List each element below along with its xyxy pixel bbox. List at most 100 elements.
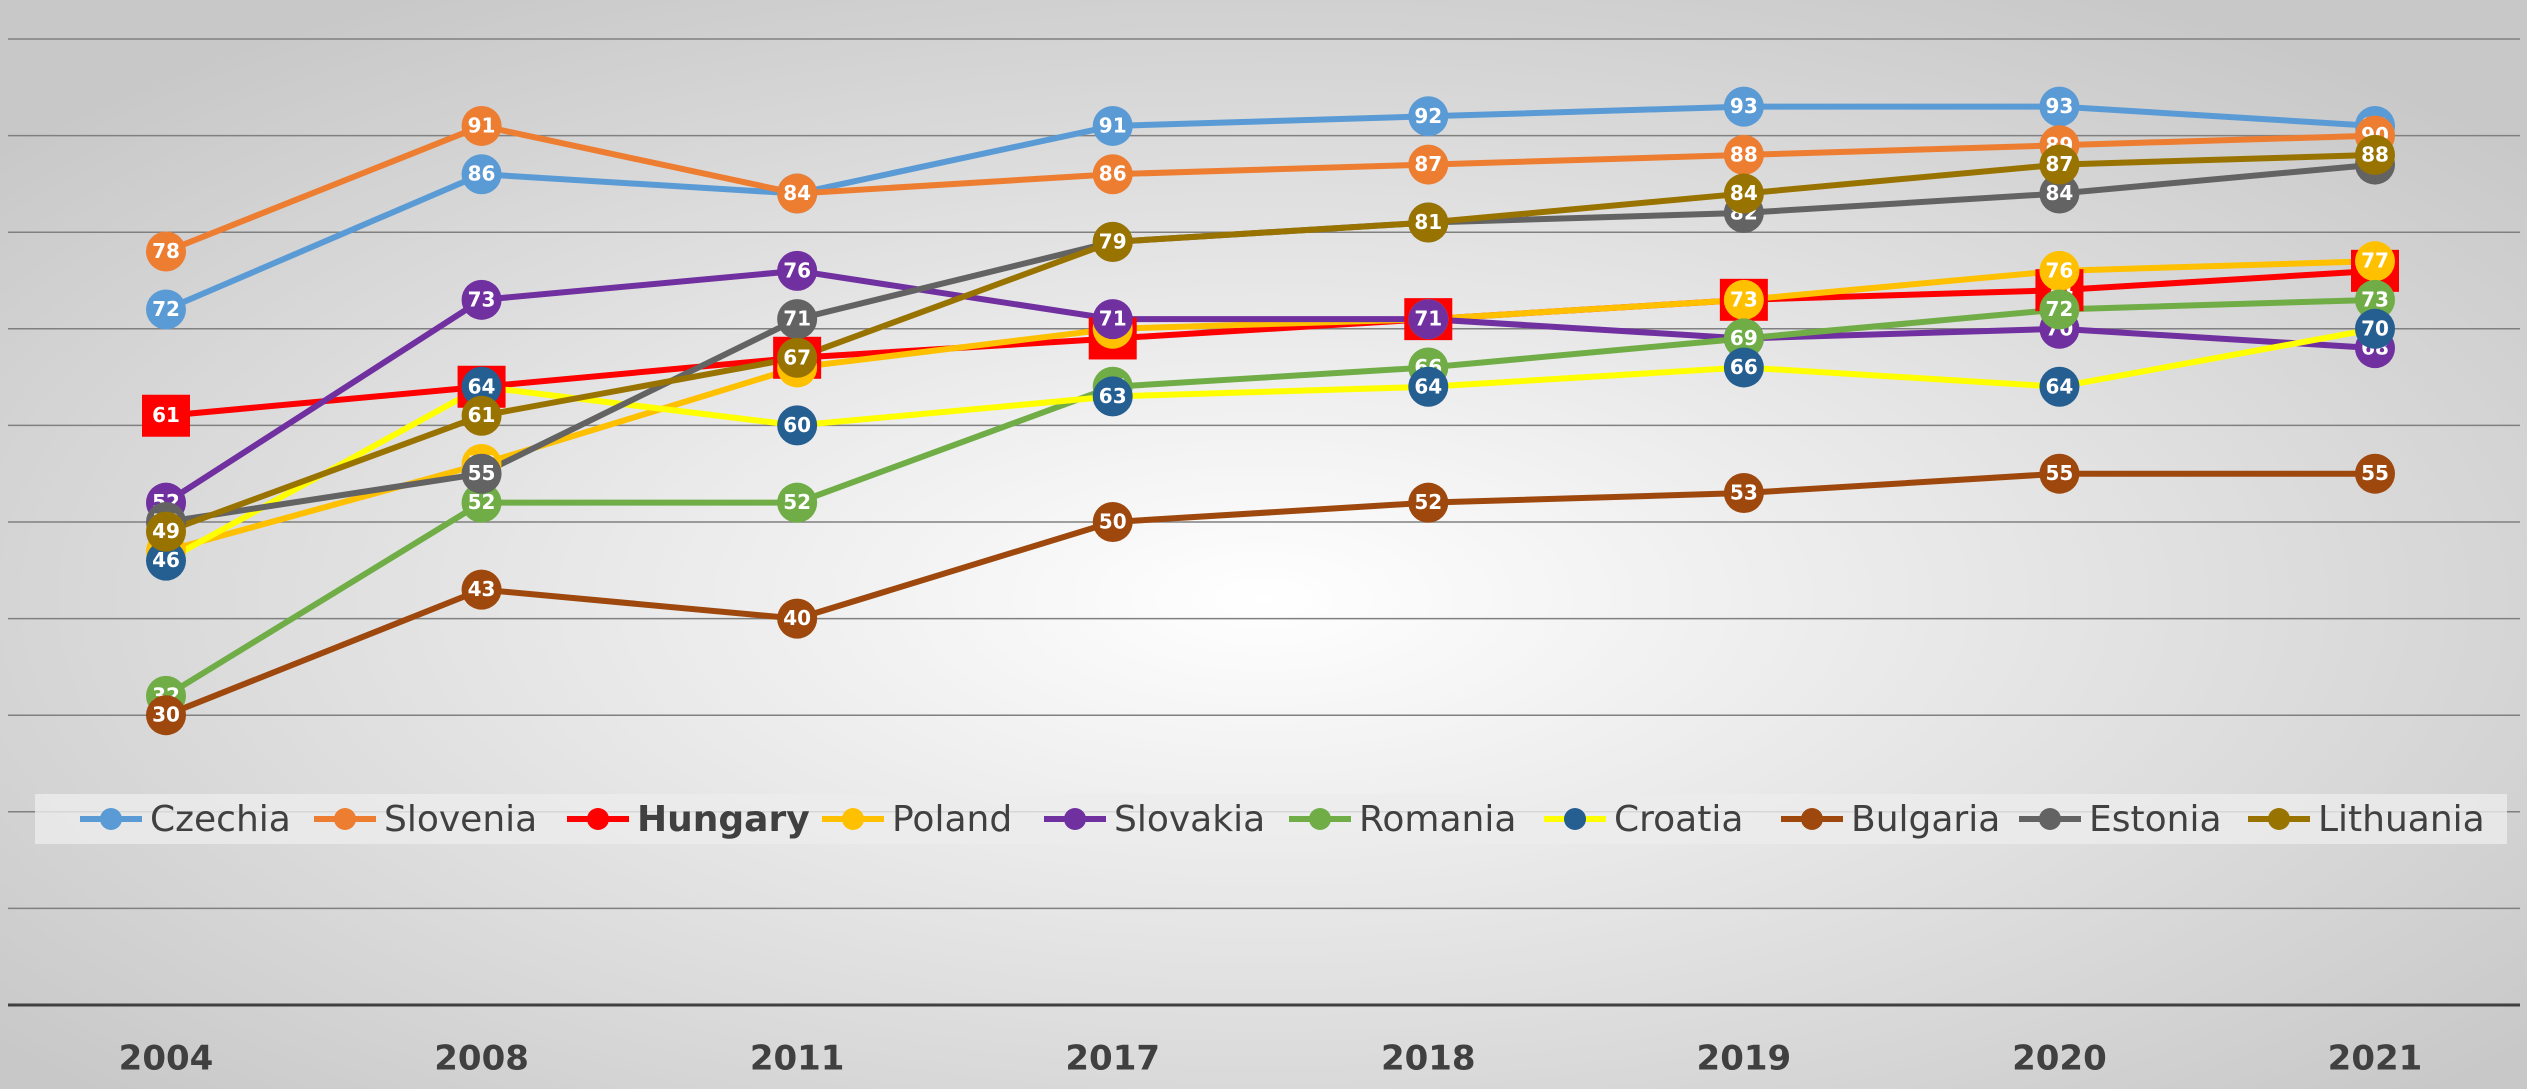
data-label: 92 [1414,104,1442,128]
data-label: 30 [152,703,180,727]
data-label: 64 [2046,374,2074,398]
x-tick-label: 2018 [1381,1039,1476,1079]
x-tick-label: 2019 [1697,1039,1792,1079]
legend-label: Poland [892,799,1012,840]
data-label: 66 [1730,355,1758,379]
data-label: 52 [783,490,811,514]
data-label: 67 [783,345,811,369]
legend-label: Lithuania [2318,799,2485,840]
marker [2355,241,2395,282]
x-tick-label: 2020 [2012,1039,2107,1079]
marker [1723,473,1764,514]
data-label: 52 [468,490,496,514]
legend-label: Romania [1359,799,1516,840]
legend-label: Slovakia [1114,799,1265,840]
legend-marker [2039,808,2061,830]
data-label: 72 [152,297,180,321]
marker [777,299,818,340]
marker [1723,318,1764,359]
marker [1723,279,1764,320]
data-label: 86 [1099,162,1127,186]
marker [1723,86,1764,127]
marker [2039,173,2080,214]
series-line [165,267,2376,419]
data-label: 79 [1099,229,1127,253]
series-line [164,103,2376,313]
marker [1092,376,1133,417]
data-label: 60 [783,413,811,437]
marker [1723,134,1764,175]
marker [146,289,186,330]
marker [142,394,190,437]
marker [2355,279,2395,320]
x-axis: 2004 2008 2011 2017 2018 2019 2020 2021 [119,1039,2423,1079]
data-label: 55 [468,461,496,485]
marker [2355,453,2395,494]
marker [461,569,502,610]
legend-marker [1564,808,1586,830]
data-label: 46 [152,548,180,572]
marker [146,511,186,552]
data-label: 73 [2361,287,2389,311]
data-label: 73 [468,287,496,311]
legend-label: Croatia [1614,799,1743,840]
marker [146,540,186,581]
data-label: 61 [468,403,496,427]
marker [1092,105,1133,146]
marker [461,105,502,146]
data-label: 91 [1099,113,1127,137]
legend-marker [2268,808,2290,830]
data-label: 71 [1414,307,1442,331]
marker [777,598,818,639]
data-label: 88 [2361,142,2389,166]
marker [146,231,186,272]
x-tick-label: 2008 [434,1039,529,1079]
data-label: 88 [1730,142,1758,166]
marker [146,695,186,736]
marker [777,250,818,291]
legend-marker [1064,808,1086,830]
data-label: 49 [152,519,180,543]
marker [777,337,818,378]
data-label: 40 [783,606,811,630]
data-label: 70 [2361,316,2389,340]
legend-marker [1309,808,1331,830]
marker [2039,86,2080,127]
marker [1408,299,1449,340]
series-line [164,151,2376,535]
legend-marker [842,808,864,830]
data-label: 84 [783,181,811,205]
x-tick-label: 2021 [2328,1039,2423,1079]
series-line [164,325,2376,564]
marker [461,395,502,436]
marker [2355,134,2395,175]
marker [461,366,502,407]
legend: Czechia Slovenia Hungary Poland Slovakia Roma… [35,794,2507,844]
legend-label: Bulgaria [1851,799,2000,840]
data-label: 63 [1099,384,1127,408]
data-label: 86 [468,162,496,186]
data-label: 69 [1730,326,1758,350]
data-label: 71 [783,307,811,331]
data-label: 61 [152,403,180,427]
data-label: 77 [2361,249,2389,273]
marker [2039,250,2080,291]
marker [461,154,502,195]
legend-box [35,794,2507,844]
marker [777,173,818,214]
data-label: 53 [1730,481,1758,505]
marker [461,453,502,494]
marker [1408,482,1449,523]
legend-label: Slovenia [384,799,537,840]
data-label: 50 [1099,510,1127,534]
legend-marker [100,808,122,830]
x-tick-label: 2011 [750,1039,845,1079]
marker [1092,502,1133,542]
legend-marker [334,808,356,830]
data-label: 73 [1730,287,1758,311]
marker [1723,173,1764,214]
legend-label: Czechia [150,799,291,840]
data-label: 72 [2046,297,2074,321]
marker [1408,366,1449,407]
